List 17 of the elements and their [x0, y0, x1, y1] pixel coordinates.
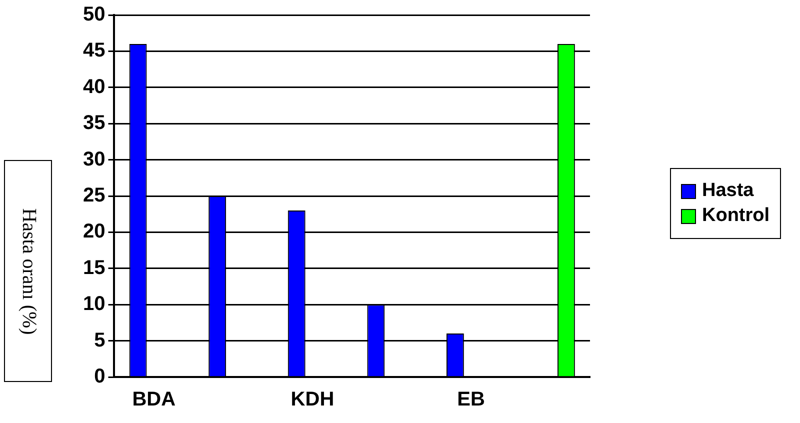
y-tick-label: 35 [82, 112, 106, 134]
x-tick-label: KDH [290, 388, 334, 411]
y-tick-label: 5 [94, 329, 106, 352]
x-tick-label: BDA [132, 388, 176, 411]
y-tick-label: 45 [82, 40, 106, 62]
y-tick-label: 40 [82, 76, 106, 98]
legend-label: Hasta [702, 180, 754, 202]
y-tick-label: 50 [82, 4, 106, 26]
y-tick-label: 30 [82, 148, 106, 170]
y-tick-label: 0 [94, 366, 106, 388]
y-tick-label: 15 [82, 256, 106, 279]
y-tick-label: 10 [82, 293, 106, 316]
y-axis-title: Hasta oranı (%) [16, 208, 40, 334]
y-tick-label: 20 [82, 220, 106, 243]
x-tick-label: EB [457, 388, 485, 411]
legend-label: Kontrol [702, 205, 770, 227]
y-tick-label: 25 [82, 184, 106, 207]
